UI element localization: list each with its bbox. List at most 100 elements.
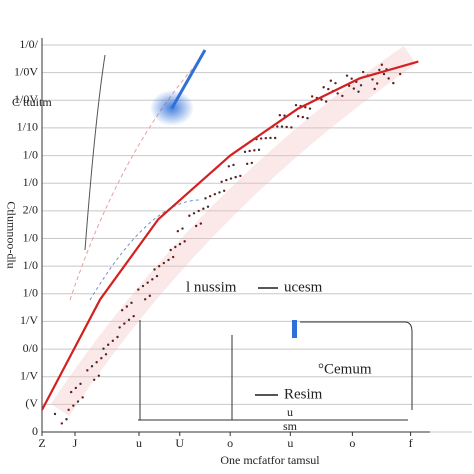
decor-dot (67, 408, 70, 412)
x-tick-label: J (73, 436, 78, 450)
decor-dot (259, 137, 263, 140)
decor-dot (273, 136, 277, 140)
decor-dot (227, 165, 231, 168)
y-tick-label: 1/0 (23, 230, 38, 244)
decor-line (300, 321, 413, 410)
decor-dot (194, 224, 198, 228)
decor-dot (106, 343, 110, 346)
decor-marker (292, 320, 297, 338)
decor-dot (382, 72, 386, 76)
decor-dot (153, 268, 156, 271)
decor-dot (248, 149, 251, 153)
decor-dot (371, 78, 374, 81)
decor-dot (148, 294, 152, 298)
decor-dot (398, 72, 402, 76)
decor-dot (218, 191, 221, 194)
decor-dot (79, 382, 82, 386)
decor-dot (336, 92, 339, 95)
decor-dot (206, 205, 210, 208)
decor-dot (229, 177, 233, 180)
decor-dot (352, 87, 356, 90)
decor-dot (81, 396, 84, 399)
x-tick-label: Z (38, 436, 45, 450)
y-tick-label: 1/0 (23, 258, 38, 272)
decor-dot (378, 68, 381, 72)
y-tick-label: 1/0 (23, 147, 38, 161)
decor-dot (123, 322, 126, 325)
decor-dot (276, 125, 279, 128)
decor-dot (347, 84, 351, 87)
decor-dot (334, 81, 337, 85)
decor-dot (169, 248, 172, 252)
decor-dot (74, 386, 78, 390)
y-tick-label: 2/0 (23, 203, 38, 217)
decor-dot (104, 353, 108, 356)
x-tick-label: o (349, 436, 355, 450)
decor-dot (143, 298, 147, 301)
decor-dot (375, 82, 379, 85)
decor-dot (167, 258, 170, 262)
decor-dot (125, 305, 129, 308)
decor-dot (264, 136, 268, 140)
decor-dot (176, 230, 180, 233)
decor-dot (392, 81, 395, 85)
decor-dot (250, 161, 254, 165)
y-axis-label: Ctlumnoo-dlu (4, 201, 18, 268)
x-axis-label: One mcfatfor tamsul (220, 453, 320, 467)
y-tick-label: 0 (32, 424, 38, 438)
decor-dot (304, 106, 307, 109)
decor-dot (100, 357, 103, 360)
decor-dot (380, 63, 384, 66)
decor-dot (65, 418, 68, 421)
decor-dot (222, 189, 226, 192)
decor-dot (329, 79, 333, 82)
decor-dot (324, 100, 328, 103)
decor-dot (192, 212, 196, 215)
decor-dot (204, 197, 207, 200)
decor-dot (213, 193, 217, 196)
decor-dot (76, 400, 80, 403)
decor-dot (102, 347, 105, 350)
decor-dot (155, 274, 159, 278)
decor-dot (234, 175, 237, 179)
decor-dot (141, 284, 145, 288)
decor-dot (285, 125, 288, 129)
decor-dot (257, 148, 261, 152)
y-tick-label: 1/0V (14, 92, 38, 106)
annotation: ucesm (284, 279, 323, 295)
decor-dot (269, 136, 272, 140)
decor-stroke (170, 49, 207, 109)
decor-dot (322, 86, 325, 89)
decor-dot (60, 422, 64, 425)
decor-dot (361, 70, 365, 74)
decor-dot (146, 281, 149, 284)
y-tick-label: 1/0/ (19, 37, 38, 51)
decor-dot (120, 309, 124, 312)
decor-dot (357, 90, 360, 93)
decor-dot (308, 107, 312, 110)
decor-dot (320, 98, 323, 101)
x-tick-label: o (227, 436, 233, 450)
decor-dot (178, 242, 182, 246)
data-line (41, 60, 419, 411)
decor-dot (86, 369, 89, 372)
decor-dot (174, 245, 177, 249)
top-label: C ttuitm (12, 95, 52, 109)
annotation: u (287, 405, 293, 419)
y-tick-label: 1/0 (23, 175, 38, 189)
decor-dot (171, 255, 175, 259)
y-tick-label: (V (25, 396, 38, 410)
decor-dot (53, 412, 57, 416)
decor-dot (132, 314, 135, 318)
y-tick-label: 1/V (20, 368, 38, 382)
decor-dot (239, 174, 242, 178)
decor-dot (245, 162, 249, 166)
y-tick-label: 1/0 (23, 286, 38, 300)
decor-dot (90, 365, 94, 368)
x-tick-label: f (409, 436, 413, 450)
decor-dot (359, 84, 363, 87)
decor-dot (116, 335, 119, 339)
decor-dot (162, 261, 166, 265)
decor-dot (151, 278, 154, 281)
